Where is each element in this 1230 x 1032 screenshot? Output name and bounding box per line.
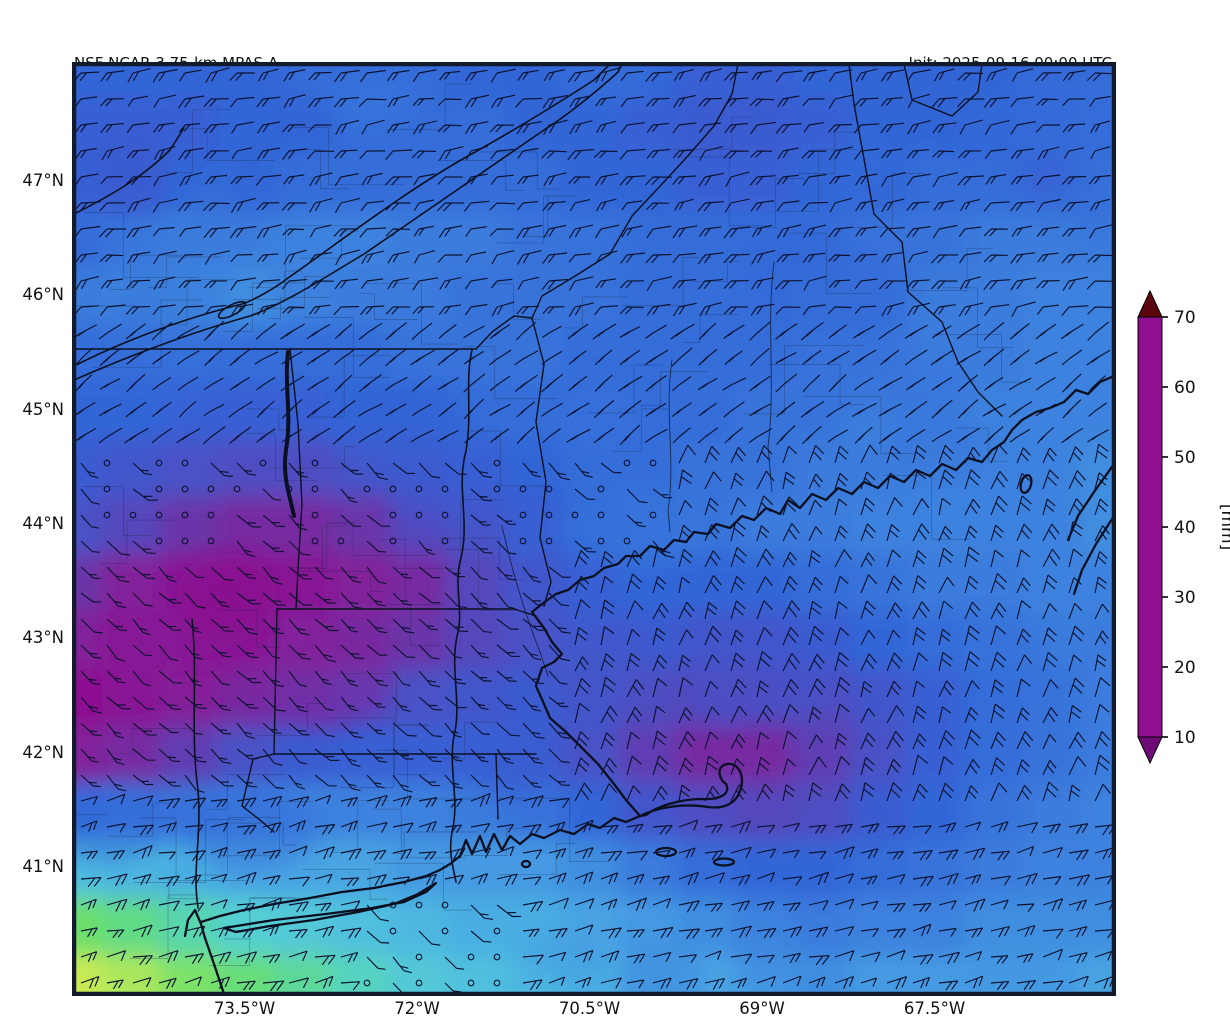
colorbar-gradient [1137, 316, 1163, 738]
lon-tick-label: 67.5°W [903, 999, 966, 1018]
colorbar-svg: 70 60 50 40 30 20 10 [mm] [1137, 289, 1230, 765]
precipitable-water-map [74, 64, 1114, 994]
coastline [183, 374, 1114, 994]
lon-tick-label: 69°W [739, 999, 785, 1018]
colorbar-extend-min [1137, 736, 1163, 765]
lon-tick-label: 70.5°W [558, 999, 621, 1018]
wind-barbs [74, 67, 1114, 994]
lat-tick-label: 43°N [22, 628, 64, 648]
map-plot-area [72, 62, 1116, 996]
lat-tick-label: 46°N [22, 285, 64, 305]
lat-tick-label: 41°N [22, 856, 64, 876]
colorbar-tick-label: 10 [1174, 728, 1196, 748]
lat-tick-label: 42°N [22, 742, 64, 762]
colorbar-tick-label: 60 [1174, 378, 1196, 398]
colorbar-unit-label: [mm] [1217, 504, 1230, 550]
colorbar-tick-label: 50 [1174, 448, 1196, 468]
lon-tick-label: 72°W [394, 999, 440, 1018]
pw-mottle [74, 64, 1114, 994]
lon-tick-label: 73.5°W [213, 999, 276, 1018]
colorbar-extend-max [1137, 289, 1163, 318]
colorbar-tick-label: 30 [1174, 588, 1196, 608]
lat-tick-label: 47°N [22, 171, 64, 190]
lat-tick-label: 45°N [22, 399, 64, 419]
colorbar-tick-label: 40 [1174, 518, 1196, 538]
colorbar-tick-label: 20 [1174, 658, 1196, 678]
rivers [74, 64, 775, 909]
colorbar-tick-label: 70 [1174, 308, 1196, 328]
lat-tick-label: 44°N [22, 513, 64, 533]
state-borders [74, 64, 1003, 833]
colorbar: 70 60 50 40 30 20 10 [mm] [1126, 286, 1230, 772]
